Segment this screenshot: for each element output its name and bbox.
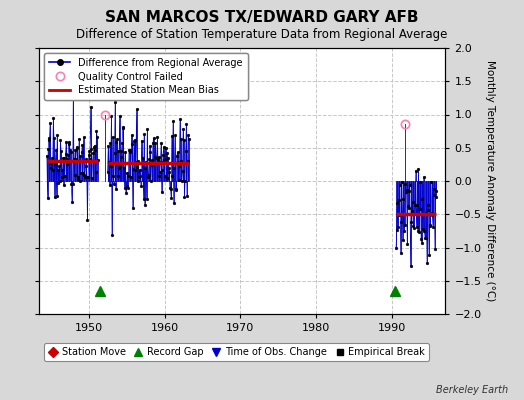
Text: Difference of Station Temperature Data from Regional Average: Difference of Station Temperature Data f… [77,28,447,41]
Legend: Difference from Regional Average, Quality Control Failed, Estimated Station Mean: Difference from Regional Average, Qualit… [44,53,247,100]
Legend: Station Move, Record Gap, Time of Obs. Change, Empirical Break: Station Move, Record Gap, Time of Obs. C… [44,343,429,361]
Text: SAN MARCOS TX/EDWARD GARY AFB: SAN MARCOS TX/EDWARD GARY AFB [105,10,419,25]
Text: Berkeley Earth: Berkeley Earth [436,385,508,395]
Y-axis label: Monthly Temperature Anomaly Difference (°C): Monthly Temperature Anomaly Difference (… [485,60,495,302]
